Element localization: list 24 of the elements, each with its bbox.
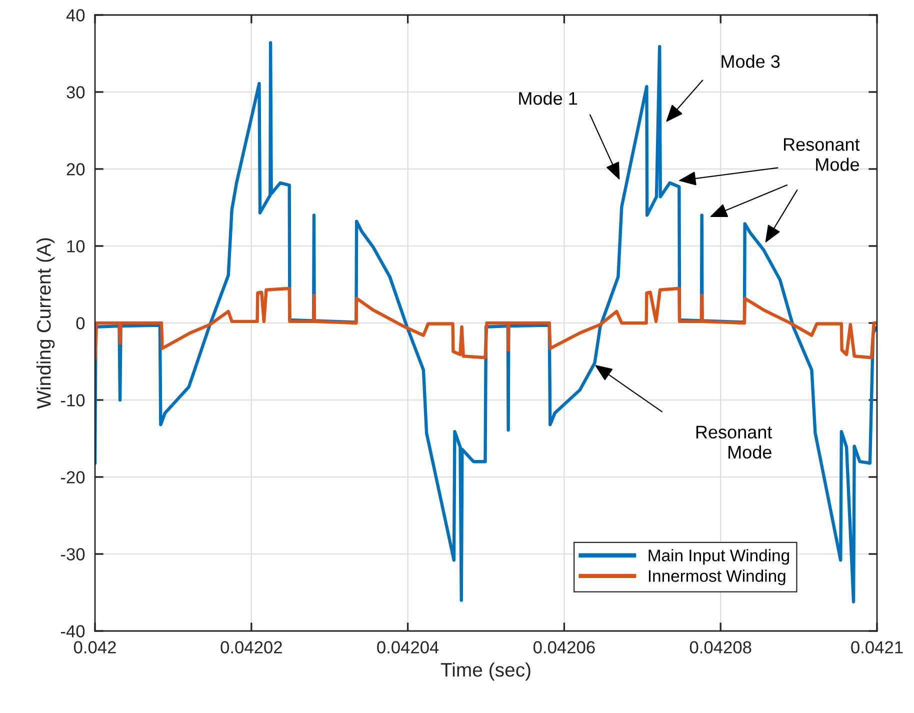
annotation: Mode 3	[722, 54, 780, 68]
legend-label: Main Input Winding	[648, 549, 789, 565]
x-tick-label: 0.042	[74, 641, 116, 654]
y-tick-label: -30	[60, 548, 85, 560]
line-series	[95, 286, 877, 360]
y-tick-label: 40	[66, 9, 85, 22]
legend-label: Innermost Winding	[648, 570, 786, 586]
annotation: Resonant Mode	[784, 138, 860, 171]
y-tick-label: 0	[76, 317, 85, 330]
x-axis-title: Time (sec)	[440, 662, 530, 681]
x-tick-label: 0.04208	[690, 641, 752, 654]
x-tick-label: 0.04206	[534, 641, 595, 654]
y-axis-title: Winding Current (A)	[36, 238, 55, 409]
y-tick-label: -20	[60, 471, 85, 484]
y-tick-label: -40	[60, 625, 85, 638]
annotation: Mode 1	[519, 92, 578, 105]
x-tick-label: 0.04202	[220, 641, 282, 654]
annotation: Resonant Mode	[696, 426, 772, 459]
x-tick-label: 0.04204	[377, 641, 439, 654]
y-tick-label: 30	[66, 86, 85, 98]
y-tick-label: -10	[60, 394, 85, 406]
y-tick-label: 10	[67, 240, 85, 252]
y-tick-label: 20	[66, 163, 85, 176]
x-tick-label: 0.0421	[851, 641, 903, 654]
